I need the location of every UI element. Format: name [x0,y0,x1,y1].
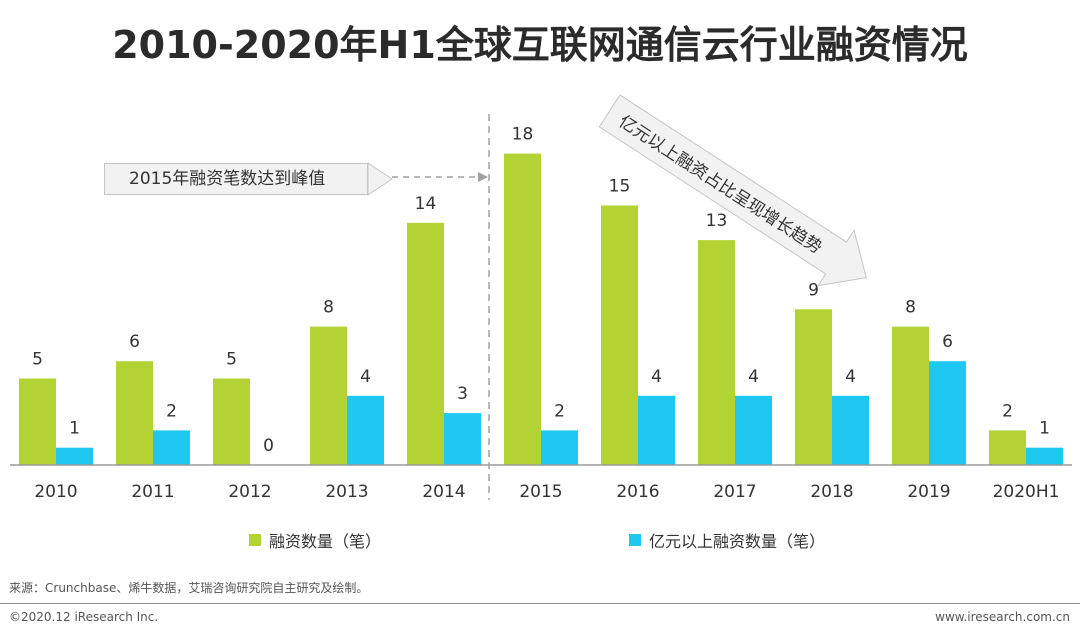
x-tick-2019: 2019 [907,482,950,502]
value-label-large-financing-2020H1: 1 [1039,419,1050,439]
x-tick-labels-group: 2010 2011 2012 2013 2014 2015 2016 2017 2018 2019… [34,482,1059,502]
x-tick-2010: 2010 [34,482,77,502]
x-tick-2016: 2016 [616,482,659,502]
bar-financing-2015 [504,153,541,465]
value-label-financing-2010: 5 [32,350,43,370]
bar-financing-2017 [698,240,735,465]
bar-large-financing-2019 [929,361,966,465]
value-label-financing-2019: 8 [905,298,916,318]
value-label-financing-2012: 5 [226,350,237,370]
value-label-financing-2013: 8 [323,298,334,318]
x-tick-2012: 2012 [228,482,271,502]
value-label-large-financing-2019: 6 [942,332,953,352]
bar-large-financing-2011 [153,430,190,465]
value-label-financing-2016: 15 [609,177,631,197]
bar-large-financing-2017 [735,395,772,465]
bar-financing-2020H1 [989,430,1026,465]
bar-financing-2012 [213,378,250,465]
callout-1-leader-arrowhead [478,172,488,182]
legend-swatch-green [249,534,261,546]
chart-title: 2010-2020年H1全球互联网通信云行业融资情况 [112,23,968,67]
bar-large-financing-2010 [56,447,93,465]
bar-large-financing-2014 [444,413,481,465]
value-label-financing-2017: 13 [706,211,728,231]
value-label-financing-2020H1: 2 [1002,401,1013,421]
legend-label-large-financing-count: 亿元以上融资数量（笔） [649,532,826,551]
value-label-large-financing-2010: 1 [69,419,80,439]
bar-financing-2010 [19,378,56,465]
bar-financing-2016 [601,205,638,465]
bars-group [19,153,1063,465]
value-label-financing-2015: 18 [512,125,534,145]
bar-financing-2011 [116,361,153,465]
value-label-large-financing-2012: 0 [263,436,274,456]
x-tick-2014: 2014 [422,482,465,502]
bar-large-financing-2016 [638,395,675,465]
bar-financing-2013 [310,326,347,465]
x-tick-2015: 2015 [519,482,562,502]
value-label-large-financing-2015: 2 [554,401,565,421]
bar-financing-2019 [892,326,929,465]
bar-financing-2014 [407,222,444,465]
bar-large-financing-2018 [832,395,869,465]
value-labels-group: 5 1 6 2 5 0 8 4 14 3 18 2 15 4 13 4 9 4 8 6 2 1 [32,125,1050,456]
value-label-financing-2014: 14 [415,194,437,214]
copyright-text: ©2020.12 iResearch Inc. [9,610,159,624]
footer-divider [0,603,1080,604]
value-label-large-financing-2017: 4 [748,367,759,387]
x-tick-2017: 2017 [713,482,756,502]
bar-large-financing-2015 [541,430,578,465]
value-label-financing-2011: 6 [129,332,140,352]
bar-large-financing-2013 [347,395,384,465]
source-note: 来源：Crunchbase、烯牛数据，艾瑞咨询研究院自主研究及绘制。 [9,581,369,595]
value-label-large-financing-2013: 4 [360,367,371,387]
x-tick-2020H1: 2020H1 [993,482,1060,502]
legend-item-financing-count: 融资数量（笔） [249,528,381,552]
x-tick-2018: 2018 [810,482,853,502]
x-tick-2011: 2011 [131,482,174,502]
website-link[interactable]: www.iresearch.com.cn [935,610,1070,624]
trend-arrow-shape [598,94,867,287]
legend-item-large-financing-count: 亿元以上融资数量（笔） [629,528,825,552]
value-label-large-financing-2011: 2 [166,401,177,421]
value-label-financing-2018: 9 [808,280,819,300]
value-label-large-financing-2018: 4 [845,367,856,387]
value-label-large-financing-2016: 4 [651,367,662,387]
legend-label-financing-count: 融资数量（笔） [269,532,382,551]
value-label-large-financing-2014: 3 [457,384,468,404]
peak-callout: 2015年融资笔数达到峰值 [104,163,368,195]
trend-arrow-label: 亿元以上融资占比呈现增长趋势 [615,112,825,258]
peak-callout-text: 2015年融资笔数达到峰值 [129,169,326,189]
bar-large-financing-2020H1 [1026,447,1063,465]
x-tick-2013: 2013 [325,482,368,502]
callout-1-arrow [367,162,393,196]
bar-financing-2018 [795,309,832,465]
legend-swatch-blue [629,534,641,546]
